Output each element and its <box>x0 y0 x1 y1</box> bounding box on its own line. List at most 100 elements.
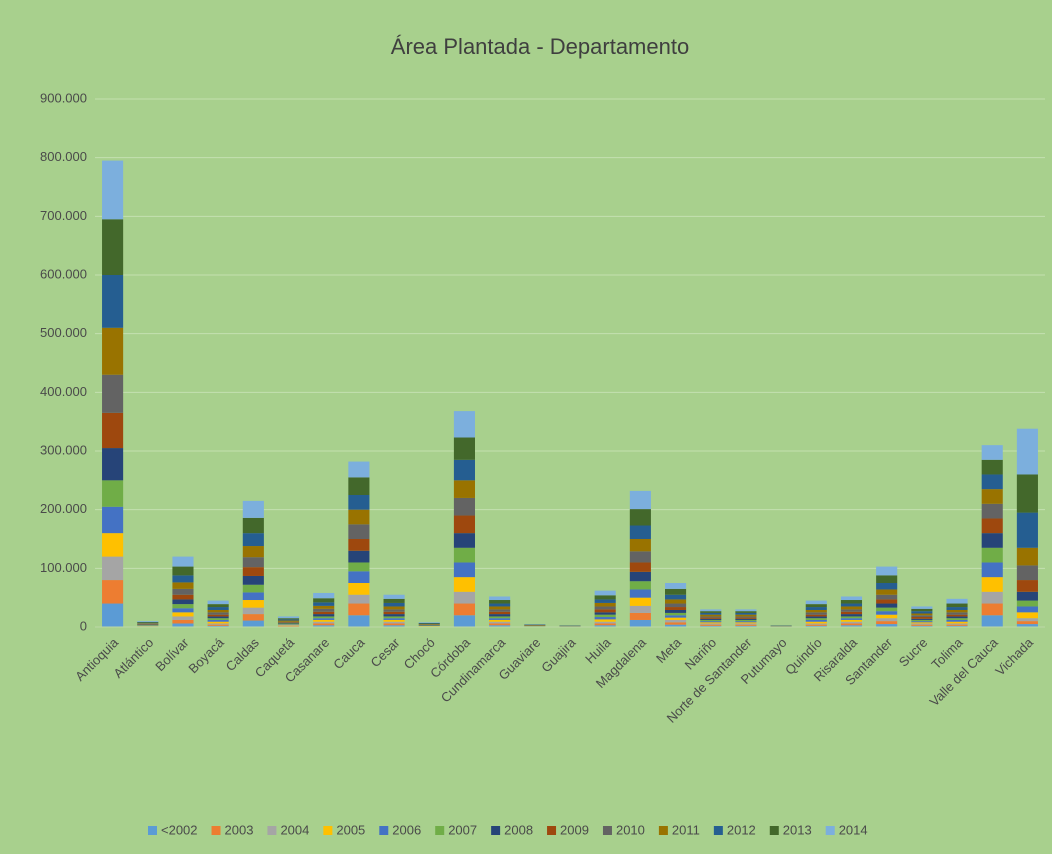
y-tick-label: 500.000 <box>40 325 87 340</box>
bar-segment <box>1016 428 1038 475</box>
legend-label: 2014 <box>839 822 868 837</box>
bar-segment <box>805 624 827 626</box>
bar-segment <box>489 619 511 622</box>
bar-segment <box>383 623 405 626</box>
bar-segment <box>911 611 933 614</box>
bar-segment <box>911 623 933 625</box>
bar-segment <box>137 621 159 622</box>
bar-segment <box>840 606 863 610</box>
bar-segment <box>629 525 651 539</box>
bar-segment <box>911 625 933 627</box>
bar-segment <box>805 616 827 619</box>
bar-segment <box>489 623 511 626</box>
bar-segment <box>1016 621 1038 625</box>
bar-segment <box>665 603 687 608</box>
bar-segment <box>629 562 651 572</box>
bar-segment <box>594 612 616 615</box>
bar-segment <box>665 622 687 625</box>
bar-segment <box>911 606 933 609</box>
bar-segment <box>981 489 1003 504</box>
bar-segment <box>876 583 898 590</box>
y-tick-label: 400.000 <box>40 384 87 399</box>
bar-segment <box>489 621 511 624</box>
legend-label: 2005 <box>336 822 365 837</box>
bar-segment <box>946 598 968 604</box>
bar-segment <box>313 619 335 622</box>
legend-label: 2003 <box>225 822 254 837</box>
bar-segment <box>207 614 229 617</box>
bar-segment <box>242 546 264 558</box>
bar-segment <box>911 621 933 623</box>
bar-segment <box>840 596 863 601</box>
bar-segment <box>453 411 475 438</box>
bar-segment <box>172 588 194 595</box>
bar-segment <box>735 614 757 617</box>
y-tick-label: 200.000 <box>40 501 87 516</box>
legend-label: 2008 <box>504 822 533 837</box>
bar-segment <box>840 603 863 607</box>
bar-segment <box>348 562 370 572</box>
bar-segment <box>277 625 300 626</box>
bar-segment <box>172 599 194 605</box>
bar-segment <box>172 582 194 589</box>
legend-swatch <box>211 826 221 835</box>
x-tick-label: Vichada <box>992 634 1036 678</box>
bar-segment <box>383 609 405 612</box>
bar-segment <box>102 275 124 328</box>
bar-segment <box>453 562 475 578</box>
bar-segment <box>277 620 300 622</box>
bar-segment <box>700 611 722 613</box>
bar-segment <box>242 533 264 547</box>
legend-swatch <box>323 826 333 835</box>
bar-segment <box>207 604 229 608</box>
bar-segment <box>277 621 300 623</box>
bar-segment <box>911 622 933 624</box>
y-tick-label: 700.000 <box>40 208 87 223</box>
bar-segment <box>629 605 651 613</box>
bar-segment <box>489 616 511 619</box>
bar-segment <box>1016 591 1038 601</box>
bar-segment <box>840 614 863 617</box>
bar-segment <box>735 618 757 620</box>
bar-segment <box>840 616 863 619</box>
bar-segment <box>102 533 124 557</box>
legend-label: 2006 <box>392 822 421 837</box>
bar-segment <box>700 619 722 622</box>
bar-segment <box>207 621 229 624</box>
bar-segment <box>981 591 1003 604</box>
bar-segment <box>1016 618 1038 622</box>
legend-label: 2010 <box>616 822 645 837</box>
bar-segment <box>172 604 194 609</box>
bar-segment <box>700 617 722 619</box>
bar-segment <box>700 612 722 615</box>
bar-segment <box>911 608 933 612</box>
bar-segment <box>840 611 863 615</box>
bar-segment <box>594 609 616 613</box>
bar-segment <box>418 622 440 624</box>
x-tick-label: Guajira <box>538 634 579 675</box>
bar-segment <box>700 609 722 612</box>
bar-segment <box>805 612 827 615</box>
bar-segment <box>805 619 827 622</box>
bar-segment <box>383 625 405 627</box>
bar-segment <box>876 589 898 595</box>
bar-segment <box>1016 547 1038 566</box>
legend-swatch <box>825 826 835 835</box>
bar-segment <box>489 625 511 627</box>
bar-segment <box>665 609 687 613</box>
bar-segment <box>383 616 405 619</box>
x-tick-label: Sucre <box>896 635 931 670</box>
bar-segment <box>348 461 370 478</box>
bar-segment <box>665 619 687 623</box>
bar-segment <box>453 533 475 548</box>
bar-segment <box>700 618 722 620</box>
bar-segment <box>735 609 757 612</box>
y-tick-label: 0 <box>80 618 87 633</box>
bar-segment <box>453 459 475 481</box>
bar-segment <box>946 624 968 626</box>
y-tick-label: 100.000 <box>40 560 87 575</box>
bar-segment <box>383 602 405 607</box>
bar-segment <box>876 575 898 583</box>
bar-segment <box>629 589 651 598</box>
bar-segment <box>489 609 511 612</box>
